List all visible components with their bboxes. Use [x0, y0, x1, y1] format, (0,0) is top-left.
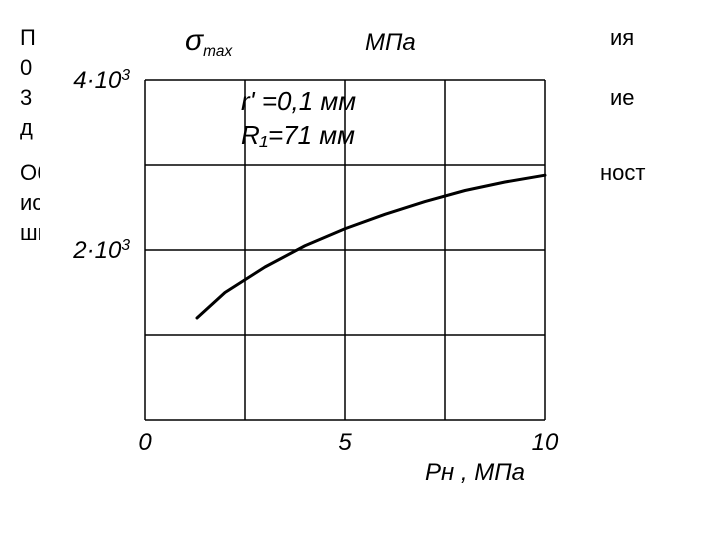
annotation-R1: R₁=71 мм — [241, 120, 355, 150]
chart-panel: 05102·1034·103σmaxМПаРн , МПаr' =0,1 ммR… — [40, 10, 560, 520]
y-axis-unit: МПа — [365, 29, 416, 56]
background-text-9: ност — [600, 160, 645, 186]
x-axis-label: Рн , МПа — [425, 459, 525, 486]
background-text-2: 3 — [20, 85, 32, 111]
background-text-0: П — [20, 25, 36, 51]
background-text-1: 0 — [20, 55, 32, 81]
background-text-8: ие — [610, 85, 635, 111]
background-text-7: ия — [610, 25, 634, 51]
background-text-3: д — [20, 115, 33, 141]
x-tick-label: 5 — [338, 429, 352, 456]
annotation-r_prime: r' =0,1 мм — [241, 86, 356, 116]
x-tick-label: 0 — [138, 429, 152, 456]
x-tick-label: 10 — [532, 429, 559, 456]
